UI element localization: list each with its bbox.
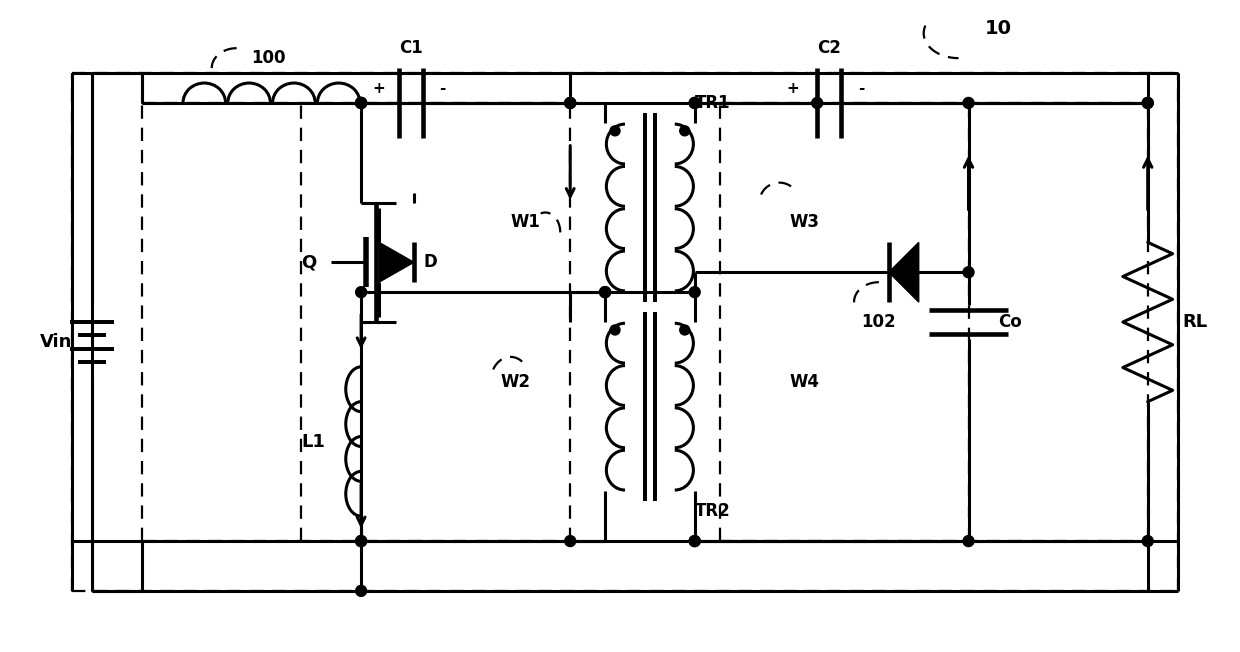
Circle shape bbox=[600, 287, 610, 297]
Text: Co: Co bbox=[998, 313, 1022, 331]
Circle shape bbox=[356, 287, 367, 297]
Circle shape bbox=[356, 585, 367, 597]
Circle shape bbox=[963, 98, 973, 108]
Text: C2: C2 bbox=[817, 39, 841, 57]
Text: -: - bbox=[439, 80, 446, 96]
Circle shape bbox=[356, 535, 367, 546]
Circle shape bbox=[610, 126, 620, 136]
Circle shape bbox=[1142, 98, 1153, 108]
Text: Vin: Vin bbox=[40, 333, 72, 351]
Text: W3: W3 bbox=[790, 213, 820, 231]
Circle shape bbox=[812, 98, 822, 108]
Text: C1: C1 bbox=[399, 39, 423, 57]
Text: W4: W4 bbox=[790, 373, 820, 391]
Circle shape bbox=[610, 325, 620, 335]
Text: +: + bbox=[786, 80, 799, 96]
Text: +: + bbox=[373, 80, 386, 96]
Circle shape bbox=[564, 98, 575, 108]
Text: 102: 102 bbox=[862, 313, 897, 331]
Circle shape bbox=[963, 535, 973, 546]
Polygon shape bbox=[379, 243, 414, 282]
Circle shape bbox=[600, 287, 610, 297]
Circle shape bbox=[356, 98, 367, 108]
Circle shape bbox=[689, 98, 701, 108]
Text: -: - bbox=[858, 80, 864, 96]
Text: W2: W2 bbox=[501, 373, 531, 391]
Text: TR1: TR1 bbox=[694, 94, 730, 112]
Circle shape bbox=[356, 535, 367, 546]
Circle shape bbox=[680, 126, 689, 136]
Circle shape bbox=[1142, 98, 1153, 108]
Circle shape bbox=[564, 535, 575, 546]
Text: 10: 10 bbox=[985, 19, 1012, 38]
Text: Q: Q bbox=[301, 253, 316, 271]
Circle shape bbox=[356, 98, 367, 108]
Circle shape bbox=[564, 98, 575, 108]
Text: 100: 100 bbox=[252, 49, 286, 67]
Text: RL: RL bbox=[1183, 313, 1208, 331]
Circle shape bbox=[963, 267, 973, 278]
Circle shape bbox=[689, 535, 701, 546]
Polygon shape bbox=[889, 243, 919, 302]
Circle shape bbox=[689, 287, 701, 297]
Circle shape bbox=[689, 535, 701, 546]
Text: L1: L1 bbox=[301, 432, 325, 451]
Circle shape bbox=[1142, 535, 1153, 546]
Text: TR2: TR2 bbox=[694, 502, 730, 520]
Text: D: D bbox=[424, 253, 438, 271]
Circle shape bbox=[680, 325, 689, 335]
Text: W1: W1 bbox=[511, 213, 541, 231]
Circle shape bbox=[356, 98, 367, 108]
Circle shape bbox=[689, 98, 701, 108]
